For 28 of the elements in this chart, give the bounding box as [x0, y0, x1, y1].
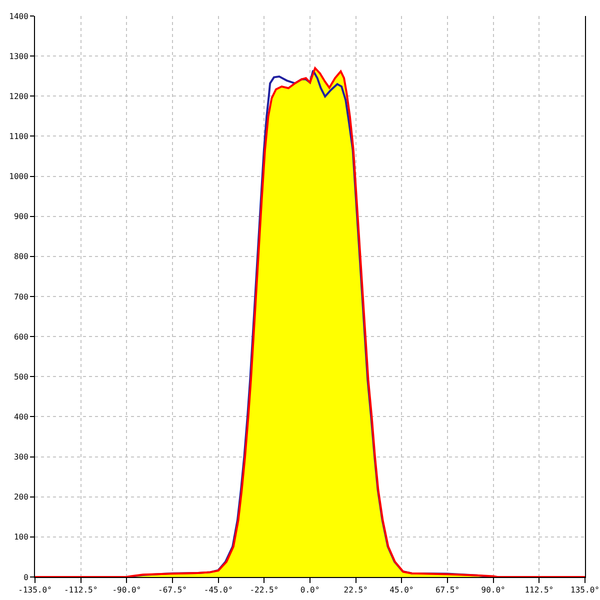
x-tick-label: -22.5°: [250, 586, 279, 595]
x-tick-label: 67.5°: [435, 586, 460, 595]
y-tick-label: 1100: [9, 132, 29, 142]
x-tick-label: -90.0°: [112, 586, 142, 595]
x-tick-label: -135.0°: [18, 586, 52, 595]
y-tick-label: 1200: [9, 92, 29, 101]
y-tick-label: 500: [14, 372, 29, 382]
y-tick-label: 400: [14, 412, 29, 422]
y-tick-label: 0: [24, 572, 29, 582]
y-tick-label: 800: [14, 252, 29, 262]
y-tick-label: 200: [14, 492, 29, 502]
y-tick-label: 1400: [9, 12, 29, 21]
x-tick-label: -67.5°: [158, 586, 187, 595]
x-tick-label: 0.0°: [300, 586, 320, 595]
x-tick-label: 45.0°: [390, 586, 414, 595]
y-tick-label: 1000: [9, 172, 29, 182]
x-tick-label: 22.5°: [344, 586, 368, 595]
x-tick-label: 112.5°: [524, 586, 554, 595]
y-tick-label: 100: [14, 532, 29, 542]
y-tick-label: 1300: [9, 52, 29, 61]
x-tick-label: 135.0°: [570, 586, 600, 595]
x-tick-label: -112.5°: [64, 586, 98, 595]
y-tick-label: 900: [14, 212, 29, 222]
x-tick-label: -45.0°: [204, 586, 233, 595]
y-tick-label: 700: [14, 292, 29, 302]
y-tick-label: 300: [14, 452, 29, 462]
x-tick-label: 90.0°: [481, 586, 506, 595]
y-tick-label: 600: [14, 332, 29, 342]
